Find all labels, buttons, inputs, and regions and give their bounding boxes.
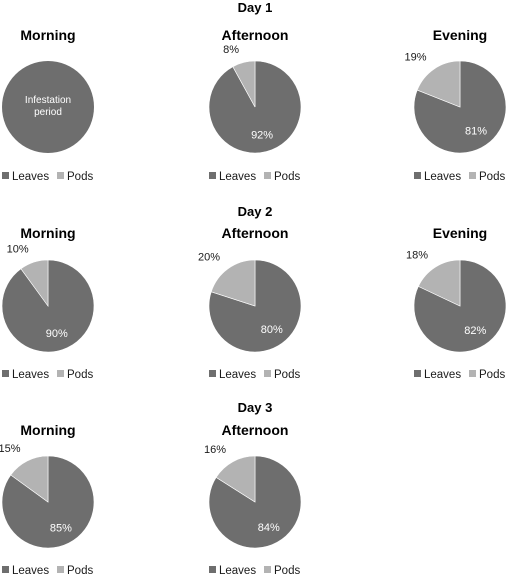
- legend-swatch-leaves: [414, 370, 421, 377]
- slice-label: 19%: [404, 52, 426, 64]
- legend-label: Leaves: [219, 565, 256, 577]
- legend-label: Pods: [67, 369, 93, 381]
- pie-slice-pods: [232, 60, 256, 108]
- legend-label: Pods: [274, 565, 300, 577]
- panel-title: Afternoon: [222, 225, 289, 241]
- legend-swatch-leaves: [414, 172, 421, 179]
- legend-swatch-pods: [264, 172, 271, 179]
- day-title: Day 2: [238, 204, 273, 219]
- slice-label: 20%: [198, 252, 220, 264]
- pie-slice-pods: [215, 455, 256, 503]
- legend-label: Pods: [479, 369, 505, 381]
- slice-label: 90%: [46, 328, 68, 340]
- legend-label: Leaves: [12, 369, 49, 381]
- panel-title: Evening: [433, 225, 487, 241]
- panel-title: Evening: [433, 27, 487, 43]
- legend-swatch-pods: [264, 370, 271, 377]
- legend-swatch-leaves: [209, 172, 216, 179]
- pie-slice-pods: [20, 259, 49, 307]
- legend-swatch-pods: [57, 370, 64, 377]
- pie-note: Infestation period: [25, 95, 71, 118]
- legend-label: Leaves: [12, 171, 49, 183]
- slice-label: 16%: [204, 444, 226, 456]
- day-title: Day 1: [238, 0, 273, 15]
- legend-label: Leaves: [219, 171, 256, 183]
- legend-label: Leaves: [424, 369, 461, 381]
- legend-swatch-pods: [469, 370, 476, 377]
- legend-label: Pods: [479, 171, 505, 183]
- pie-slice-pods: [210, 259, 256, 307]
- slice-label: 92%: [251, 130, 273, 142]
- slice-label: 85%: [50, 522, 72, 534]
- legend-swatch-leaves: [2, 566, 9, 573]
- legend-label: Leaves: [12, 565, 49, 577]
- panel-title: Afternoon: [222, 422, 289, 438]
- legend-swatch-pods: [57, 566, 64, 573]
- legend-swatch-leaves: [2, 370, 9, 377]
- slice-label: 18%: [406, 250, 428, 262]
- slice-label: 81%: [465, 126, 487, 138]
- legend-label: Pods: [67, 171, 93, 183]
- slice-label: 82%: [464, 325, 486, 337]
- legend-label: Leaves: [424, 171, 461, 183]
- slice-label: 84%: [258, 522, 280, 534]
- panel-title: Morning: [20, 27, 75, 43]
- slice-label: 8%: [223, 44, 239, 56]
- panel-title: Morning: [20, 225, 75, 241]
- pie-slice-pods: [417, 259, 461, 307]
- legend-swatch-pods: [57, 172, 64, 179]
- legend-label: Pods: [274, 171, 300, 183]
- legend-label: Leaves: [219, 369, 256, 381]
- slice-label: 10%: [7, 244, 29, 256]
- legend-swatch-leaves: [209, 566, 216, 573]
- legend-swatch-pods: [264, 566, 271, 573]
- legend-swatch-leaves: [209, 370, 216, 377]
- legend-swatch-pods: [469, 172, 476, 179]
- legend-swatch-leaves: [2, 172, 9, 179]
- pie-full-circle: [2, 61, 94, 153]
- legend-label: Pods: [274, 369, 300, 381]
- legend-label: Pods: [67, 565, 93, 577]
- pie-slice-pods: [10, 455, 49, 503]
- day-title: Day 3: [238, 400, 273, 415]
- panel-title: Morning: [20, 422, 75, 438]
- slice-label: 15%: [0, 443, 21, 455]
- pie-slice-pods: [416, 60, 461, 108]
- slice-label: 80%: [261, 324, 283, 336]
- panel-title: Afternoon: [222, 27, 289, 43]
